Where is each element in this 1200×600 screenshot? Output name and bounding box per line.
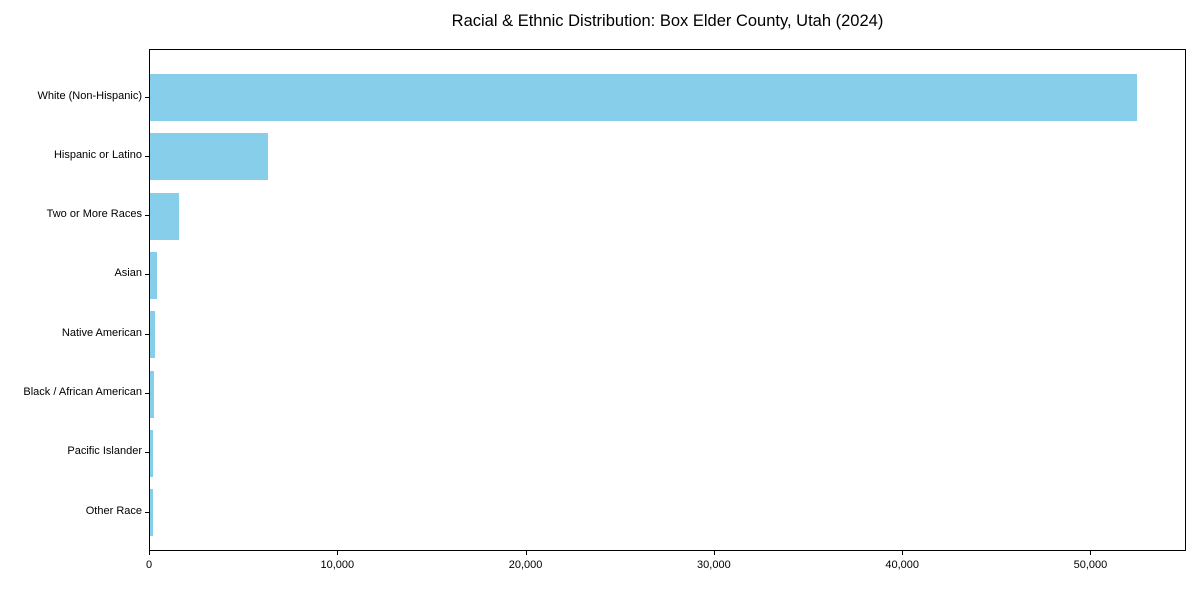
y-tick-mark: [145, 96, 149, 98]
y-tick-label: Black / African American: [23, 386, 142, 398]
bar-pacific-islander: [150, 429, 153, 477]
x-tick-mark: [149, 551, 150, 555]
x-tick-mark: [713, 551, 715, 555]
bar-other-race: [150, 489, 153, 537]
x-tick-mark: [1090, 551, 1092, 555]
y-tick-label: Hispanic or Latino: [53, 148, 142, 161]
x-tick-mark: [525, 551, 527, 555]
x-tick-label: 30,000: [697, 559, 731, 571]
y-tick-label: Native American: [61, 326, 142, 339]
y-tick-label: Pacific Islander: [67, 445, 142, 458]
bar-white-non-hispanic: [150, 74, 1137, 121]
x-tick-mark: [337, 551, 339, 555]
y-tick-mark: [145, 511, 149, 513]
bar-hispanic-or-latino: [150, 133, 268, 181]
x-tick-label: 0: [145, 559, 153, 571]
y-tick-mark: [145, 155, 149, 157]
x-tick-mark: [902, 551, 904, 555]
plot-area: [149, 49, 1186, 551]
x-tick-label: 50,000: [1073, 559, 1108, 571]
bar-asian: [150, 251, 157, 299]
bar-two-or-more-races: [150, 192, 179, 240]
y-tick-mark: [145, 393, 149, 394]
y-tick-mark: [145, 333, 149, 335]
bar-black-african-american: [150, 370, 154, 418]
y-tick-mark: [145, 274, 149, 276]
x-tick-label: 20,000: [508, 559, 543, 571]
y-tick-label: Two or More Races: [46, 208, 142, 221]
x-tick-label: 40,000: [885, 559, 919, 571]
y-tick-mark: [145, 452, 149, 454]
y-tick-label: Other Race: [85, 504, 142, 517]
y-tick-mark: [145, 215, 149, 217]
y-tick-label: Asian: [114, 267, 142, 280]
chart-title: Racial & Ethnic Distribution: Box Elder …: [451, 12, 884, 30]
bar-native-american: [150, 311, 155, 359]
x-tick-label: 10,000: [320, 559, 355, 571]
y-tick-label: White (Non-Hispanic): [37, 89, 142, 102]
